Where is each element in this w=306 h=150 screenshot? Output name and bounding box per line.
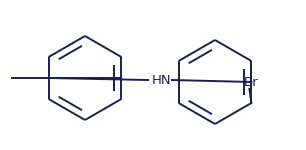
Text: HN: HN [152,74,172,87]
Text: Br: Br [244,76,259,90]
